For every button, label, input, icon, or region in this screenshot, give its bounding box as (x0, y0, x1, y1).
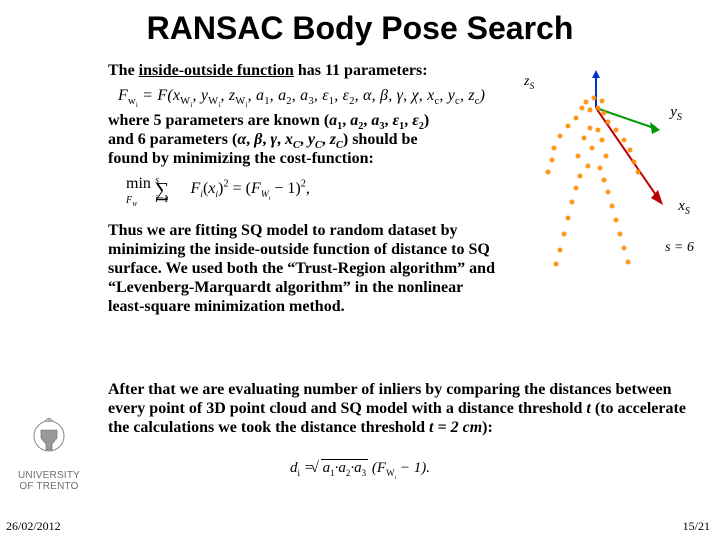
intro-underlined: inside-outside function (139, 62, 294, 79)
university-logo: UNIVERSITY OF TRENTO (6, 418, 92, 492)
content-block: The inside-outside function has 11 param… (108, 62, 488, 317)
where-line-1a: where 5 parameters are known ( (108, 112, 329, 129)
thus-paragraph: Thus we are fitting SQ model to random d… (108, 222, 503, 316)
intro-prefix: The (108, 62, 139, 79)
crest-icon (28, 418, 70, 466)
body-illustration: zS yS xS s = 6 (506, 68, 696, 278)
footer-page: 15/21 (683, 519, 710, 534)
intro-line: The inside-outside function has 11 param… (108, 62, 488, 81)
logo-line-2: OF TRENTO (6, 481, 92, 492)
where-line-3: found by minimizing the cost-function: (108, 150, 374, 167)
logo-line-1: UNIVERSITY (6, 470, 92, 481)
slide: RANSAC Body Pose Search The inside-outsi… (0, 0, 720, 540)
where-line-2a: and 6 parameters ( (108, 131, 237, 148)
equation-2: minFW ∑si=1 Fi(xi)2 = (FWi − 1)2, (126, 176, 488, 214)
equation-3: di = √a1·a2·a3 (FWi − 1). (230, 460, 490, 478)
label-zs: zS (524, 74, 534, 90)
equation-1: Fwi = F(xWi, yWi, zWi, a1, a2, a3, ε1, ε… (118, 87, 488, 106)
slide-title: RANSAC Body Pose Search (0, 10, 720, 47)
where-line-2b: ) should be (343, 131, 418, 148)
where-line-1b: ) (424, 112, 429, 129)
footer-date: 26/02/2012 (6, 519, 61, 534)
after-text-4: ): (482, 419, 493, 436)
label-ys: yS (670, 104, 682, 121)
where-paragraph: where 5 parameters are known (a1, a2, a3… (108, 112, 488, 169)
after-text-3: = 2 cm (434, 419, 483, 436)
intro-suffix: has 11 parameters: (294, 62, 428, 79)
label-xs: xS (678, 198, 690, 215)
after-paragraph: After that we are evaluating number of i… (108, 380, 688, 438)
label-s: s = 6 (665, 240, 694, 256)
